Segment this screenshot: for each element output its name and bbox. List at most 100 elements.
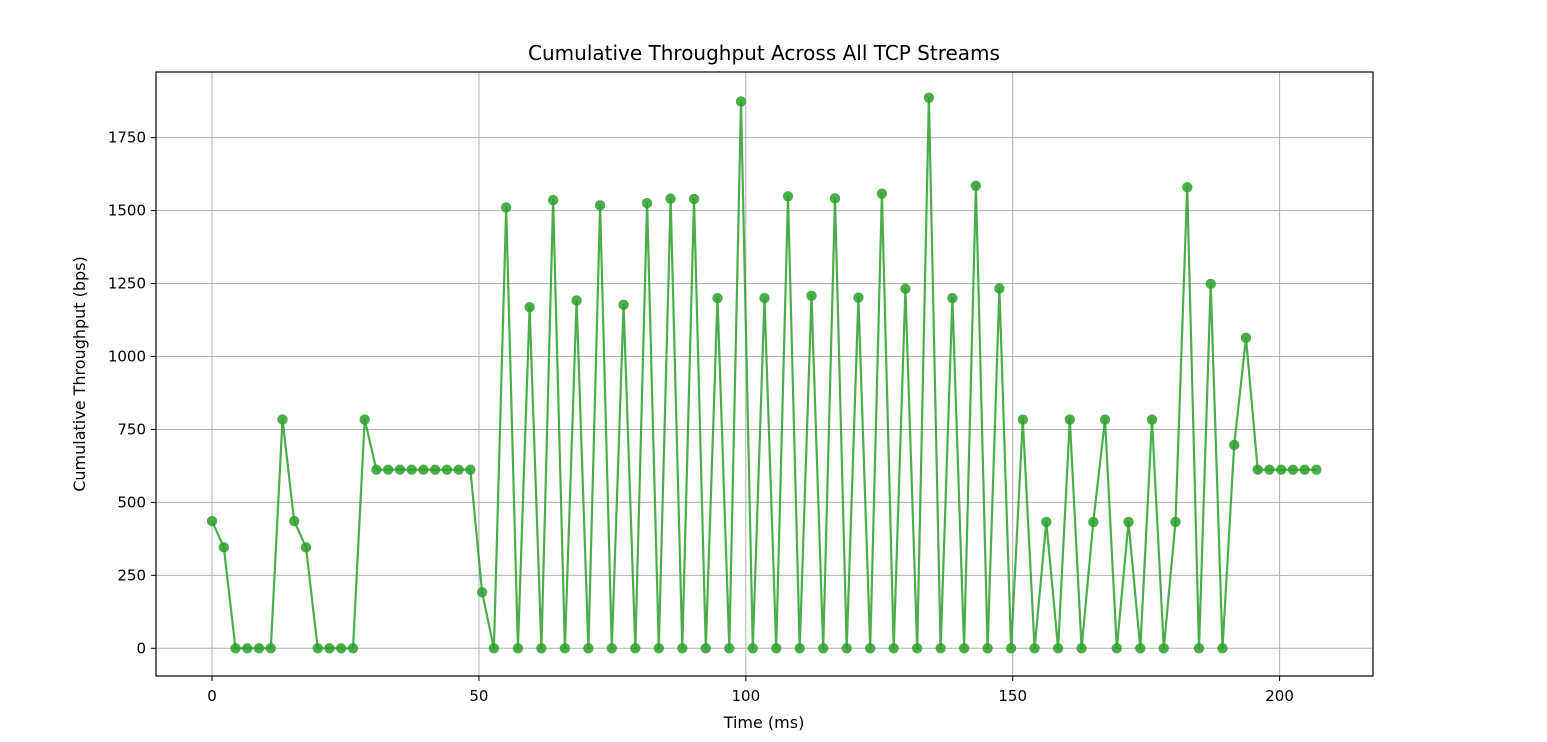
data-point — [794, 643, 805, 654]
data-point — [1229, 439, 1240, 451]
data-point — [630, 643, 641, 654]
data-point — [312, 643, 323, 654]
data-point — [524, 301, 535, 313]
data-point — [583, 643, 594, 654]
data-point — [559, 643, 571, 654]
y-tick-label: 500 — [117, 493, 146, 511]
data-point — [242, 643, 253, 654]
data-point — [359, 414, 370, 425]
chart-title: Cumulative Throughput Across All TCP Str… — [528, 41, 1000, 65]
data-point — [253, 643, 265, 654]
data-point — [771, 643, 782, 654]
data-point — [1264, 464, 1275, 475]
data-point — [1193, 643, 1205, 654]
data-point — [829, 193, 841, 204]
data-point — [324, 643, 335, 654]
data-point — [1240, 332, 1252, 344]
data-point — [336, 643, 347, 654]
data-point — [230, 643, 241, 654]
data-point — [735, 96, 747, 107]
data-point — [900, 283, 911, 294]
data-point — [571, 295, 582, 306]
data-point — [594, 200, 606, 211]
x-tick-label: 150 — [998, 687, 1027, 705]
data-point — [1205, 278, 1216, 290]
data-point — [289, 515, 300, 527]
data-point — [1123, 516, 1134, 528]
data-point — [747, 643, 758, 654]
x-tick-label: 50 — [469, 687, 488, 705]
series-line — [210, 96, 1317, 650]
data-point — [665, 193, 676, 204]
data-point — [700, 643, 711, 654]
data-point — [1252, 464, 1263, 475]
data-point — [277, 414, 288, 425]
y-tick-label: 1750 — [108, 129, 146, 147]
data-point — [500, 202, 512, 213]
y-tick-label: 0 — [136, 639, 146, 657]
data-point — [488, 643, 500, 654]
data-point — [418, 464, 429, 475]
data-point — [818, 643, 829, 654]
data-point — [453, 464, 464, 475]
data-point — [864, 643, 876, 654]
x-axis-ticks: 0 50 100 150 200 — [207, 676, 1294, 705]
data-point — [888, 643, 899, 654]
data-point — [1158, 643, 1169, 654]
data-point — [512, 643, 524, 654]
data-point — [406, 464, 417, 475]
data-point — [970, 180, 982, 191]
y-tick-label: 1000 — [108, 347, 146, 365]
data-point — [1017, 414, 1029, 425]
x-axis-label: Time (ms) — [723, 713, 805, 732]
x-tick-label: 200 — [1265, 687, 1294, 705]
data-point — [300, 542, 312, 553]
data-point — [394, 464, 406, 475]
data-point — [1029, 643, 1040, 654]
data-point — [606, 643, 618, 654]
data-point — [347, 643, 359, 654]
x-tick-label: 0 — [207, 687, 217, 705]
data-point — [759, 292, 770, 304]
data-point — [265, 643, 276, 654]
data-point — [688, 193, 700, 205]
data-point — [429, 464, 441, 475]
y-tick-label: 1250 — [108, 275, 146, 293]
data-point — [841, 643, 852, 654]
plot-frame — [155, 71, 1374, 677]
data-point — [712, 292, 723, 304]
data-point — [806, 290, 817, 302]
data-point — [1099, 414, 1111, 425]
series-throughput — [206, 92, 1322, 654]
data-point — [947, 292, 958, 304]
data-point — [677, 643, 688, 654]
y-axis-label: Cumulative Throughput (bps) — [70, 256, 89, 492]
data-point — [911, 643, 923, 654]
x-tick-label: 100 — [731, 687, 760, 705]
y-tick-label: 750 — [117, 420, 146, 438]
data-point — [1287, 464, 1299, 475]
data-point — [218, 542, 229, 553]
data-point — [1170, 516, 1181, 528]
data-point — [935, 643, 946, 654]
data-point — [641, 197, 653, 209]
data-point — [653, 643, 665, 654]
data-point — [1299, 464, 1310, 475]
data-point — [465, 464, 476, 475]
data-point — [1275, 464, 1287, 475]
data-point — [547, 194, 559, 206]
data-point — [1052, 643, 1064, 654]
y-tick-label: 250 — [117, 566, 146, 584]
data-point — [853, 292, 864, 303]
data-point — [441, 464, 453, 475]
data-point — [1217, 643, 1228, 654]
data-point — [1311, 464, 1322, 475]
data-point — [1088, 516, 1099, 528]
data-point — [1182, 182, 1193, 193]
data-point — [206, 515, 218, 527]
y-tick-label: 1500 — [108, 202, 146, 220]
data-point — [782, 191, 794, 202]
data-point — [618, 299, 629, 311]
data-point — [1005, 643, 1017, 654]
data-point — [1076, 643, 1087, 654]
